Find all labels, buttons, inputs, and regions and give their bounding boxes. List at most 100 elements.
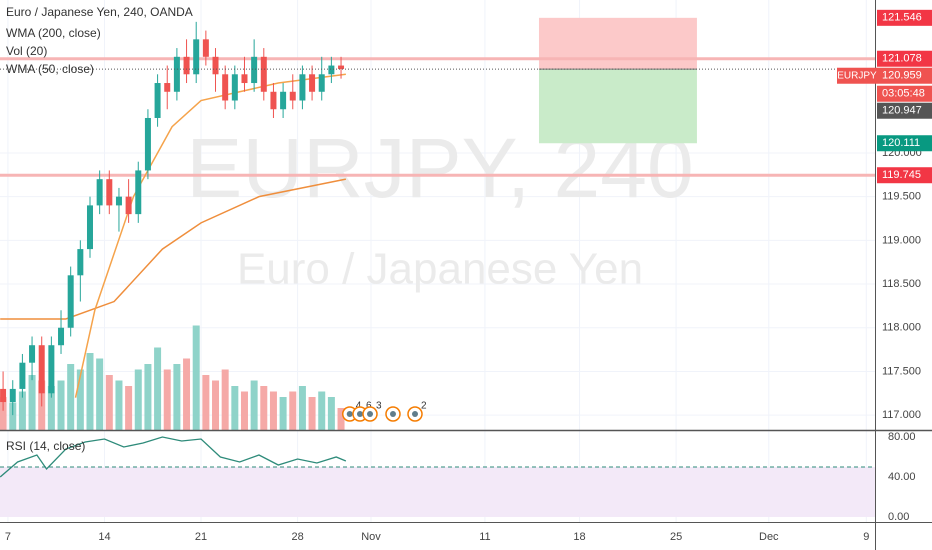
x-tick-label: 18 [573, 531, 585, 543]
x-tick-label: 9 [863, 531, 869, 543]
volume-bar [212, 380, 220, 430]
candle-body [144, 117, 151, 171]
y-tick-label: 117.000 [882, 409, 921, 421]
candle-body [9, 388, 16, 403]
line-tag-label: 121.078 [882, 53, 922, 65]
stop-tag [877, 9, 932, 26]
event-count: 2 [421, 401, 427, 412]
bid-tag-label: 120.947 [882, 105, 922, 117]
candle-body [135, 170, 142, 215]
candle-body [38, 345, 45, 394]
candle-body [173, 56, 180, 92]
rsi-tick-label: 40.00 [888, 471, 916, 483]
volume-bar [250, 380, 258, 430]
volume-bar [9, 402, 17, 430]
volume-bar [47, 386, 55, 430]
candle-body [299, 74, 306, 101]
candle-body [48, 345, 55, 394]
stop-zone [538, 17, 697, 70]
y-tick-label: 119.500 [882, 191, 921, 203]
event-count: 4 [356, 401, 362, 412]
volume-bar [163, 369, 171, 430]
target-zone [538, 69, 697, 144]
volume-bar [76, 369, 84, 430]
candle-body [328, 65, 335, 75]
rsi-line [0, 436, 347, 478]
rsi-title: RSI (14, close) [6, 439, 85, 453]
volume-bar [337, 408, 345, 430]
candle-body [58, 327, 65, 346]
volume-bar [86, 353, 94, 430]
volume-bar [240, 391, 248, 430]
moving-average [0, 178, 347, 320]
volume-bar [67, 364, 75, 430]
target-tag-label: 120.111 [882, 137, 920, 149]
legend-entry: WMA (50, close) [6, 62, 94, 76]
last-price-tag [877, 67, 932, 84]
volume-bar [18, 391, 26, 430]
y-tick-label: 118.000 [882, 322, 921, 334]
x-tick-label: 7 [5, 531, 11, 543]
y-tick-label: 118.500 [882, 278, 921, 290]
bid-tag [877, 102, 932, 119]
volume-bar [134, 369, 142, 430]
x-tick-label: Nov [361, 531, 381, 543]
candle-body [193, 39, 200, 75]
volume-bar [0, 397, 7, 430]
candle-body [280, 91, 287, 110]
line-tag-label: 119.745 [882, 169, 921, 181]
candle-body [309, 74, 316, 92]
countdown-tag [877, 85, 932, 102]
candle-body [154, 83, 161, 118]
x-tick-label: Dec [759, 531, 779, 543]
volume-bar [57, 380, 65, 430]
event-count: 3 [376, 401, 382, 412]
volume-bar [173, 364, 181, 430]
symbol-label: EURJPY [837, 70, 877, 81]
volume-bar [298, 386, 306, 430]
candle-body [338, 65, 345, 70]
candle-body [19, 362, 26, 389]
candle-body [260, 56, 267, 92]
volume-bar [154, 347, 162, 430]
candle-body [96, 179, 103, 206]
candle-body [125, 196, 132, 215]
line-tag [877, 50, 932, 67]
volume-bar [260, 386, 268, 430]
countdown-label: 03:05:48 [882, 88, 925, 100]
rsi-tick-label: 80.00 [888, 431, 916, 443]
volume-bar [183, 358, 191, 430]
legend-entry: WMA (200, close) [6, 26, 101, 40]
candle-body [202, 39, 209, 57]
candle-body [67, 275, 74, 328]
volume-bar [289, 391, 297, 430]
volume-bar [269, 391, 277, 430]
rsi-band [0, 467, 875, 517]
chart-title: Euro / Japanese Yen, 240, OANDA [6, 5, 193, 19]
symbol-tag [837, 67, 877, 84]
candle-body [86, 205, 93, 250]
volume-bar [125, 386, 133, 430]
volume-bar [318, 391, 326, 430]
event-dot [389, 411, 396, 417]
volume-bar [144, 364, 152, 430]
volume-bar [105, 375, 113, 430]
volume-bar [115, 380, 123, 430]
candle-body [212, 56, 219, 75]
y-tick-label: 119.000 [882, 234, 921, 246]
event-dot [412, 411, 419, 417]
candle-body [77, 249, 84, 276]
candle-body [318, 74, 325, 92]
x-tick-label: 28 [291, 531, 303, 543]
volume-bar [327, 397, 335, 430]
volume-bar [202, 375, 210, 430]
y-tick-label: 117.500 [882, 365, 921, 377]
candle-body [270, 91, 277, 110]
candle-body [164, 83, 171, 92]
x-tick-label: 14 [98, 531, 110, 543]
candle-body [222, 74, 229, 101]
x-tick-label: 25 [670, 531, 682, 543]
event-count: 6 [366, 401, 372, 412]
stop-tag-label: 121.546 [882, 12, 922, 24]
target-tag [877, 135, 932, 152]
